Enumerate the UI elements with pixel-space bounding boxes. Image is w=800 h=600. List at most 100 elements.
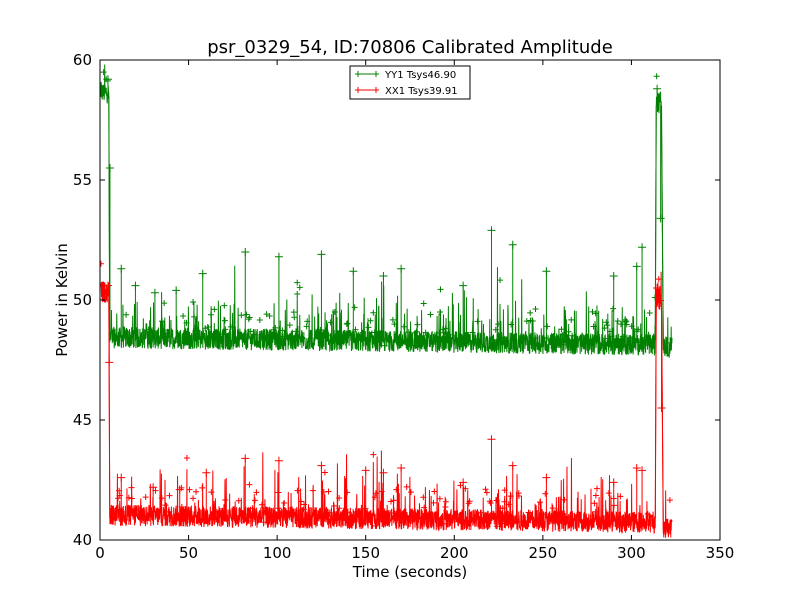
series-marker	[362, 505, 369, 512]
series-marker	[389, 316, 396, 323]
series-marker	[635, 339, 642, 346]
series-marker	[371, 329, 378, 336]
series-peak-marker	[379, 468, 388, 477]
series-marker	[222, 326, 229, 333]
series-marker	[635, 326, 642, 333]
series-jump	[661, 302, 664, 531]
series-peak-marker	[317, 461, 326, 470]
series-layer	[100, 64, 673, 538]
series-marker	[427, 311, 434, 318]
series-marker	[529, 318, 536, 325]
series-jump	[108, 295, 111, 519]
series-marker	[320, 489, 327, 496]
series-marker	[514, 518, 521, 525]
series-marker	[532, 305, 539, 312]
series-marker	[437, 309, 444, 316]
series-marker	[440, 516, 447, 523]
series-marker	[589, 308, 596, 315]
series-marker	[493, 497, 500, 504]
series-marker	[391, 321, 398, 328]
series-marker	[279, 333, 286, 340]
series-marker	[275, 505, 282, 512]
series-marker	[351, 304, 358, 311]
series-marker	[601, 335, 608, 342]
series-marker	[370, 309, 377, 316]
series-marker	[207, 311, 214, 318]
series-marker	[483, 489, 490, 496]
series-marker	[123, 311, 130, 318]
series-marker	[191, 313, 198, 320]
series-marker	[286, 322, 293, 329]
series-marker	[409, 517, 416, 524]
chart-title: psr_0329_54, ID:70806 Calibrated Amplitu…	[207, 37, 613, 58]
series-marker	[631, 518, 638, 525]
series-marker	[118, 516, 125, 523]
series-marker	[178, 503, 185, 510]
series-marker	[610, 495, 617, 502]
series-marker	[336, 494, 343, 501]
series-marker	[247, 328, 254, 335]
series-marker	[482, 486, 489, 493]
series-marker	[414, 321, 421, 328]
ticks-layer: 0 50 100 150 200 250 300 350 40 45 50 55 60	[73, 51, 734, 562]
series-marker	[558, 341, 565, 348]
series-marker	[290, 309, 297, 316]
series-marker	[100, 260, 104, 267]
x-tick-label: 350	[706, 544, 735, 562]
series-marker	[592, 508, 599, 515]
series-marker	[462, 485, 469, 492]
series-marker	[147, 330, 154, 337]
series-peak-marker	[657, 404, 666, 412]
series-marker	[442, 329, 449, 336]
series-marker	[266, 313, 273, 320]
legend-label-yy1: YY1 Tsys46.90	[384, 70, 456, 81]
series-marker	[532, 335, 539, 342]
series-marker	[593, 485, 600, 492]
series-marker	[327, 319, 334, 326]
series-marker	[592, 310, 599, 317]
series-peak-marker	[638, 243, 647, 252]
series-marker	[249, 505, 256, 512]
series-marker	[508, 321, 515, 328]
series-marker	[294, 291, 301, 298]
series-marker	[222, 496, 229, 503]
series-marker	[646, 310, 653, 317]
series-marker	[397, 509, 404, 516]
series-marker	[294, 487, 301, 494]
series-marker	[243, 311, 250, 318]
series-marker	[455, 518, 462, 525]
series-marker	[160, 330, 167, 337]
series-marker	[104, 77, 111, 84]
legend-box	[349, 65, 471, 100]
series-marker	[442, 503, 449, 510]
series-marker	[246, 314, 253, 321]
series-marker	[166, 508, 173, 515]
series-marker	[343, 321, 350, 328]
series-marker	[436, 495, 443, 502]
series-marker	[208, 489, 215, 496]
series-marker	[291, 314, 298, 321]
series-marker	[348, 513, 355, 520]
series-marker	[281, 499, 288, 506]
series-marker	[331, 309, 338, 316]
series-marker	[592, 492, 599, 499]
series-marker	[664, 340, 671, 347]
series-marker	[315, 326, 322, 333]
series-peak-marker	[379, 272, 388, 280]
series-marker	[553, 333, 560, 340]
series-marker	[487, 500, 494, 507]
series-marker	[610, 305, 617, 312]
series-marker	[436, 329, 443, 336]
legend-marker	[355, 87, 361, 93]
series-marker	[579, 520, 586, 527]
series-marker	[366, 511, 373, 518]
series-marker	[371, 494, 378, 501]
series-peak-marker	[609, 272, 618, 280]
series-peak-marker	[653, 284, 662, 292]
series-marker	[655, 303, 662, 310]
series-marker	[183, 455, 190, 462]
series-marker	[352, 326, 359, 333]
series-marker	[336, 505, 343, 512]
series-marker	[268, 329, 275, 336]
series-marker	[558, 326, 565, 333]
